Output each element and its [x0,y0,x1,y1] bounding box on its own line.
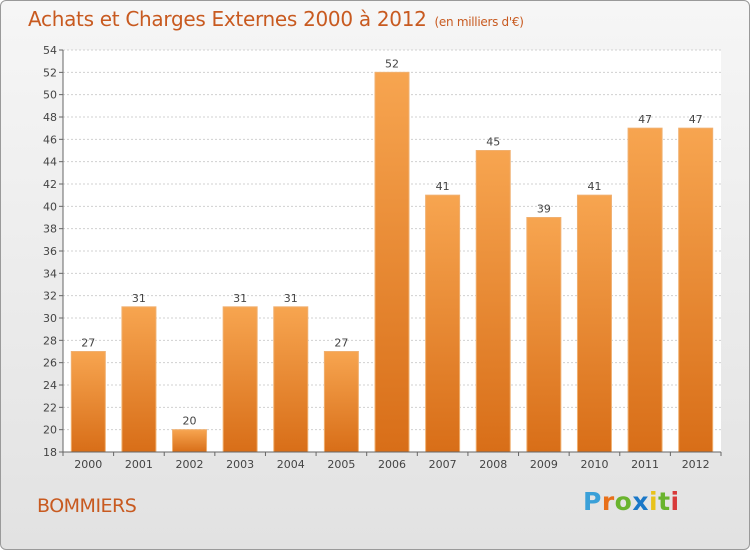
bar-2008 [475,150,511,453]
x-tick-label: 2006 [378,458,406,471]
bar-value-label: 47 [638,113,652,126]
bar-2009 [526,217,562,453]
bar-2006 [374,71,410,453]
y-tick-label: 28 [43,334,57,347]
bar-value-label: 41 [587,180,601,193]
x-tick-label: 2008 [479,458,507,471]
chart-subtitle: (en milliers d'€) [434,15,524,29]
bar-2003 [222,306,258,453]
y-tick-label: 38 [43,223,57,236]
y-tick-label: 46 [43,133,57,146]
y-tick-label: 42 [43,178,57,191]
x-tick-label: 2010 [580,458,608,471]
y-tick-label: 20 [43,424,57,437]
bar-2007 [425,194,461,453]
x-tick-label: 2002 [176,458,204,471]
bar-2002 [172,429,208,453]
x-tick-label: 2007 [429,458,457,471]
y-tick-label: 54 [43,44,57,57]
chart-title: Achats et Charges Externes 2000 à 2012 (e… [28,7,524,31]
y-tick-label: 18 [43,446,57,459]
y-tick-label: 44 [43,156,57,169]
y-tick-label: 30 [43,312,57,325]
bar-value-label: 52 [385,57,399,70]
bar-2001 [121,306,157,453]
place-name: BOMMIERS [37,495,137,517]
bar-value-label: 47 [689,113,703,126]
logo-letter: o [614,487,633,516]
x-tick-label: 2012 [682,458,710,471]
y-tick-label: 34 [43,267,57,280]
logo-letter: i [649,487,659,516]
y-tick-label: 22 [43,401,57,414]
bar-2012 [678,127,714,453]
y-tick-label: 48 [43,111,57,124]
bar-value-label: 31 [233,292,247,305]
bar-value-label: 31 [132,292,146,305]
bar-2011 [627,127,663,453]
bar-2000 [70,351,106,453]
proxiti-logo: Proxiti [583,487,680,516]
bar-value-label: 31 [284,292,298,305]
bar-value-label: 20 [183,415,197,428]
x-tick-label: 2003 [226,458,254,471]
x-tick-label: 2009 [530,458,558,471]
y-tick-label: 52 [43,66,57,79]
y-tick-label: 32 [43,290,57,303]
logo-letter: i [670,487,680,516]
x-tick-label: 2000 [74,458,102,471]
y-tick-label: 24 [43,379,57,392]
bar-2010 [576,194,612,453]
logo-letter: r [601,487,615,516]
y-tick-label: 50 [43,89,57,102]
logo-letter: x [632,487,649,516]
x-tick-label: 2004 [277,458,305,471]
title-text: Achats et Charges Externes 2000 à 2012 [28,7,427,31]
y-tick-label: 26 [43,357,57,370]
y-tick-label: 36 [43,245,57,258]
x-tick-label: 2005 [327,458,355,471]
bar-value-label: 27 [81,337,95,350]
bar-value-label: 39 [537,203,551,216]
bar-2004 [273,306,309,453]
x-tick-label: 2011 [631,458,659,471]
logo-letter: t [658,487,671,516]
x-tick-label: 2001 [125,458,153,471]
bar-2005 [323,351,359,453]
bar-value-label: 27 [334,337,348,350]
logo-letter: P [583,487,602,516]
bar-value-label: 45 [486,136,500,149]
bar-value-label: 41 [436,180,450,193]
y-tick-label: 40 [43,200,57,213]
